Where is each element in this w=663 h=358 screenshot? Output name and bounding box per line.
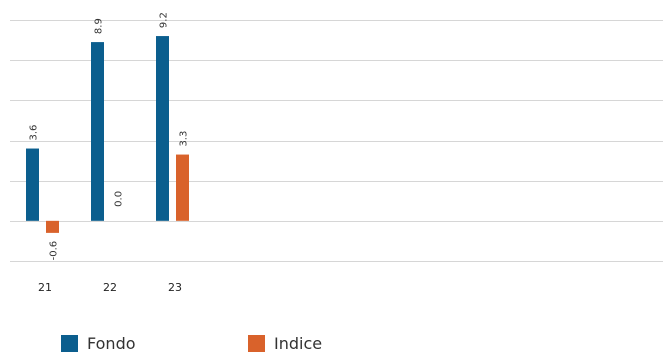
x-tick-label: 22: [103, 281, 117, 294]
data-label-fondo-21: 3.6: [29, 125, 40, 141]
bar-fondo-21: [26, 148, 39, 221]
data-labels: 3.6 -0.6 8.9 0.0 9.2 3.3: [29, 12, 190, 260]
legend-label-fondo: Fondo: [87, 333, 136, 353]
legend-item-fondo: Fondo: [61, 333, 136, 353]
x-tick-label: 21: [38, 281, 52, 294]
legend-item-indice: Indice: [248, 333, 322, 353]
gridlines: [10, 20, 663, 262]
x-tick-label: 23: [168, 281, 182, 294]
bar-chart: 3.6 -0.6 8.9 0.0 9.2 3.3 21 22 23: [10, 12, 663, 294]
data-label-indice-22: 0.0: [114, 191, 125, 207]
x-axis-ticks: 21 22 23: [38, 281, 182, 294]
legend-swatch-fondo: [61, 334, 78, 352]
bar-fondo-23: [156, 36, 169, 221]
data-label-fondo-23: 9.2: [159, 12, 170, 28]
legend-label-indice: Indice: [274, 333, 323, 353]
bar-fondo-22: [91, 42, 104, 221]
bars: [26, 36, 189, 233]
data-label-fondo-22: 8.9: [94, 18, 105, 34]
bar-indice-23: [176, 154, 189, 221]
data-label-indice-23: 3.3: [179, 131, 190, 147]
legend-swatch-indice: [248, 334, 265, 352]
data-label-indice-21: -0.6: [49, 241, 60, 261]
bar-indice-21: [46, 220, 59, 233]
